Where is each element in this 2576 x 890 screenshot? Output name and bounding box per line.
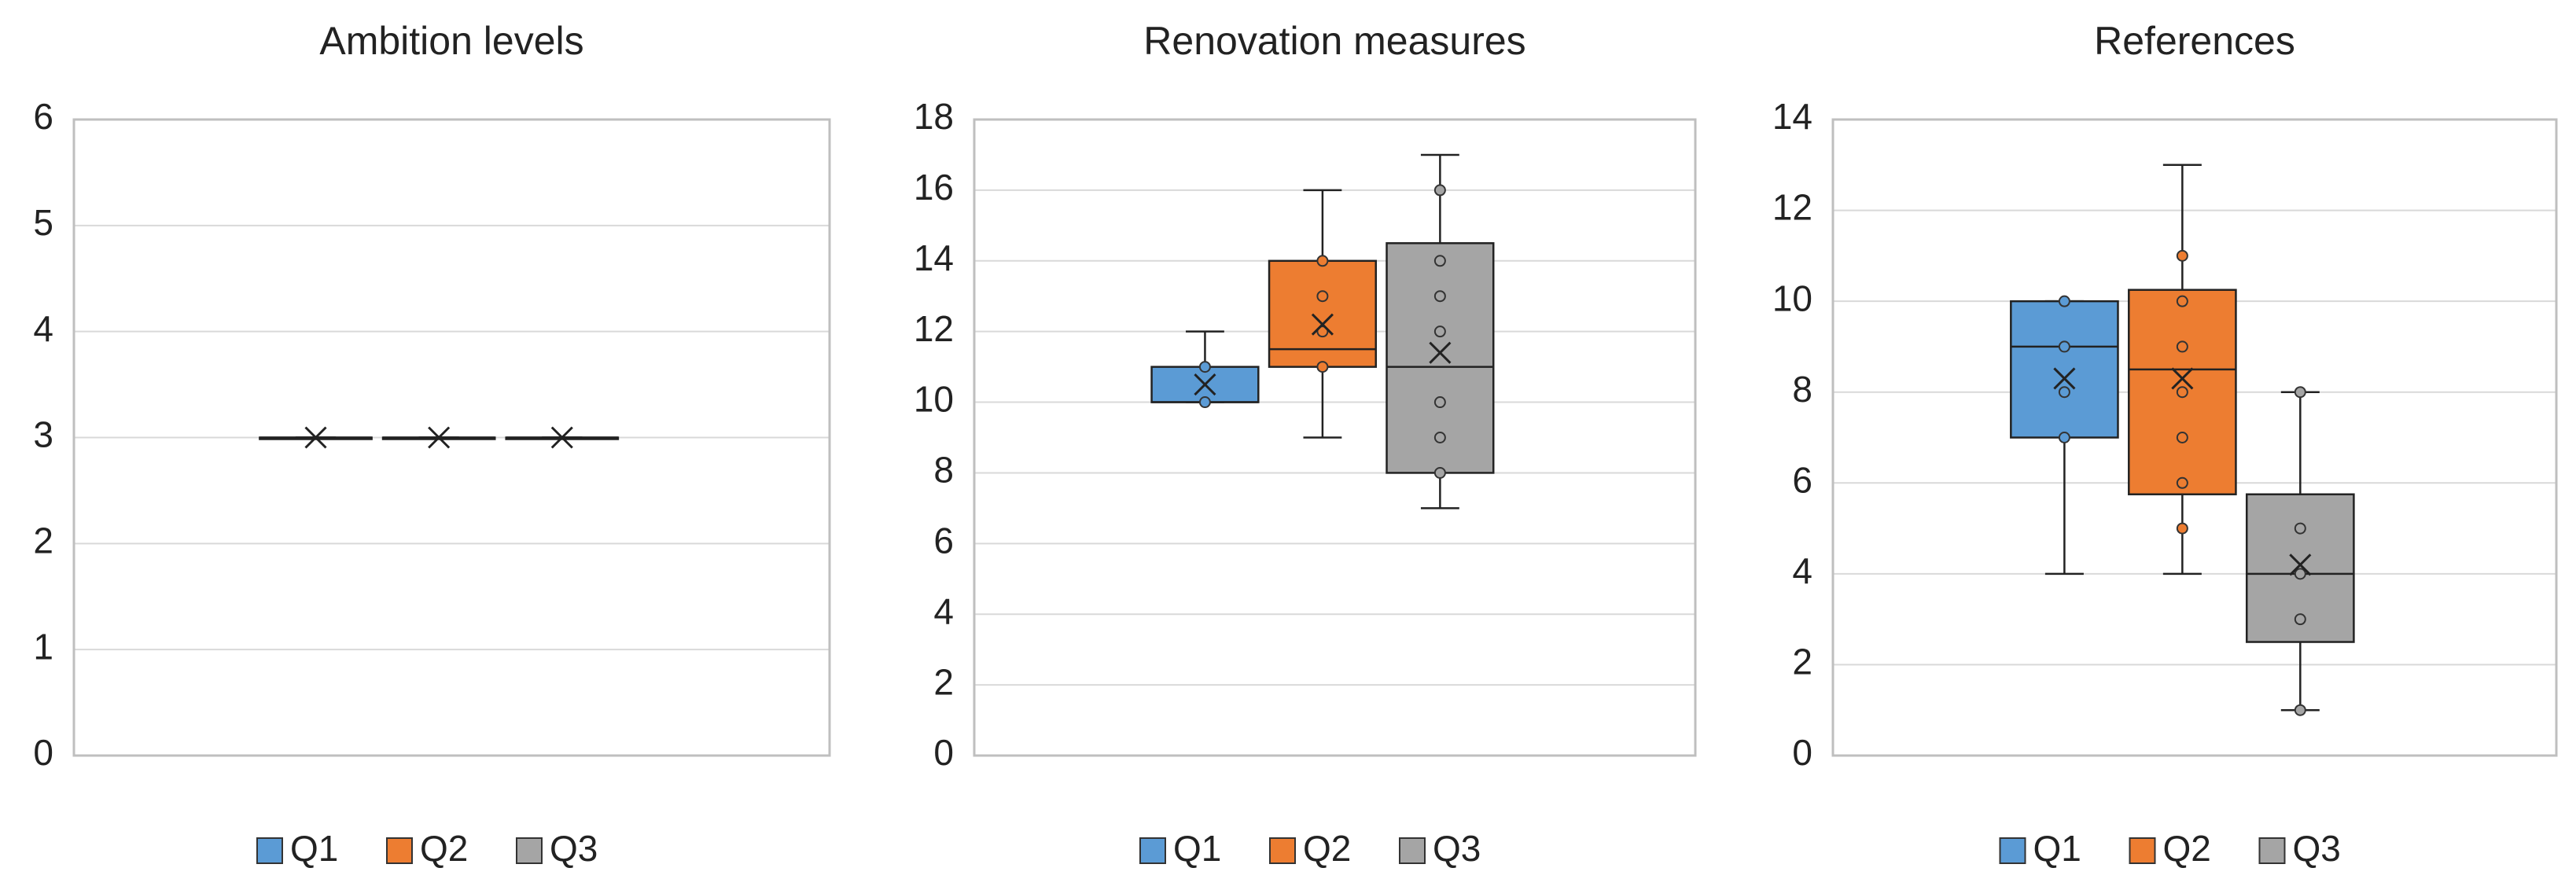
y-tick-label: 12 bbox=[1772, 187, 1812, 228]
y-tick-label: 0 bbox=[1792, 732, 1812, 773]
legend-label: Q3 bbox=[2293, 828, 2341, 869]
data-point bbox=[2058, 340, 2070, 353]
data-point bbox=[1433, 396, 1446, 409]
legend-label: Q1 bbox=[1173, 828, 1221, 869]
chart-title: Renovation measures bbox=[1143, 19, 1525, 63]
data-point bbox=[2176, 249, 2188, 262]
legend-swatch bbox=[1999, 837, 2026, 864]
data-point bbox=[2294, 613, 2306, 626]
legend-swatch bbox=[1269, 837, 1296, 864]
data-point bbox=[2176, 476, 2188, 489]
legend-label: Q1 bbox=[290, 828, 338, 869]
legend-label: Q3 bbox=[550, 828, 598, 869]
data-point bbox=[1433, 432, 1446, 443]
data-point bbox=[2176, 432, 2188, 443]
legend-swatch bbox=[2129, 837, 2156, 864]
mean-marker bbox=[304, 426, 327, 449]
legend-swatch bbox=[516, 837, 543, 864]
y-tick-label: 10 bbox=[1772, 278, 1812, 318]
y-tick-label: 10 bbox=[914, 379, 954, 420]
mean-marker bbox=[1194, 373, 1216, 396]
y-tick-label: 0 bbox=[933, 732, 954, 773]
y-tick-label: 2 bbox=[933, 661, 954, 702]
mean-marker bbox=[2171, 367, 2194, 390]
y-tick-label: 5 bbox=[33, 202, 53, 243]
y-tick-label: 3 bbox=[33, 414, 53, 455]
plot-border bbox=[973, 118, 1697, 757]
data-point bbox=[1198, 361, 1211, 373]
y-tick-label: 2 bbox=[33, 520, 53, 561]
data-point bbox=[2294, 522, 2306, 535]
data-point bbox=[2294, 704, 2306, 716]
data-point bbox=[2176, 386, 2188, 399]
y-tick-label: 1 bbox=[33, 626, 53, 667]
y-tick-label: 6 bbox=[33, 96, 53, 137]
y-tick-label: 16 bbox=[914, 167, 954, 208]
box bbox=[1268, 259, 1378, 368]
legend-swatch bbox=[1399, 837, 1426, 864]
data-point bbox=[1433, 466, 1446, 479]
data-point bbox=[1433, 255, 1446, 267]
chart-title: Ambition levels bbox=[319, 19, 583, 63]
y-tick-label: 8 bbox=[933, 450, 954, 491]
data-point bbox=[1433, 290, 1446, 303]
legend-swatch bbox=[256, 837, 283, 864]
y-tick-label: 14 bbox=[914, 237, 954, 278]
data-point bbox=[2294, 386, 2306, 399]
y-tick-label: 14 bbox=[1772, 96, 1812, 137]
mean-marker bbox=[428, 426, 451, 449]
y-tick-label: 4 bbox=[933, 590, 954, 631]
chart-title: References bbox=[2094, 19, 2295, 63]
data-point bbox=[1316, 361, 1329, 373]
data-point bbox=[2176, 522, 2188, 535]
legend-swatch bbox=[386, 837, 413, 864]
legend-swatch bbox=[1139, 837, 1166, 864]
y-tick-label: 18 bbox=[914, 96, 954, 137]
data-point bbox=[1316, 255, 1329, 267]
mean-marker bbox=[2289, 553, 2312, 576]
data-point bbox=[2176, 340, 2188, 353]
y-tick-label: 4 bbox=[1792, 550, 1812, 591]
y-tick-label: 2 bbox=[1792, 642, 1812, 682]
plot-border bbox=[72, 118, 831, 757]
mean-marker bbox=[550, 426, 573, 449]
legend-label: Q3 bbox=[1433, 828, 1481, 869]
mean-marker bbox=[1311, 313, 1334, 336]
data-point bbox=[2058, 295, 2070, 307]
legend-label: Q2 bbox=[1303, 828, 1351, 869]
y-tick-label: 6 bbox=[933, 520, 954, 561]
legend-label: Q2 bbox=[420, 828, 468, 869]
mean-marker bbox=[1429, 341, 1452, 364]
data-point bbox=[2294, 568, 2306, 580]
mean-marker bbox=[2053, 367, 2076, 390]
legend-label: Q1 bbox=[2033, 828, 2081, 869]
box bbox=[2010, 300, 2119, 439]
data-point bbox=[1433, 184, 1446, 197]
y-tick-label: 12 bbox=[914, 308, 954, 349]
y-tick-label: 4 bbox=[33, 308, 53, 349]
data-point bbox=[1316, 290, 1329, 303]
y-tick-label: 6 bbox=[1792, 459, 1812, 500]
plot-border bbox=[1831, 118, 2558, 757]
data-point bbox=[2058, 432, 2070, 443]
data-point bbox=[2176, 295, 2188, 307]
data-point bbox=[1433, 325, 1446, 338]
data-point bbox=[1198, 396, 1211, 409]
data-point bbox=[1316, 325, 1329, 338]
y-tick-label: 0 bbox=[33, 732, 53, 773]
data-point bbox=[2058, 386, 2070, 399]
y-tick-label: 8 bbox=[1792, 369, 1812, 410]
legend-swatch bbox=[2258, 837, 2286, 864]
legend-label: Q2 bbox=[2163, 828, 2211, 869]
